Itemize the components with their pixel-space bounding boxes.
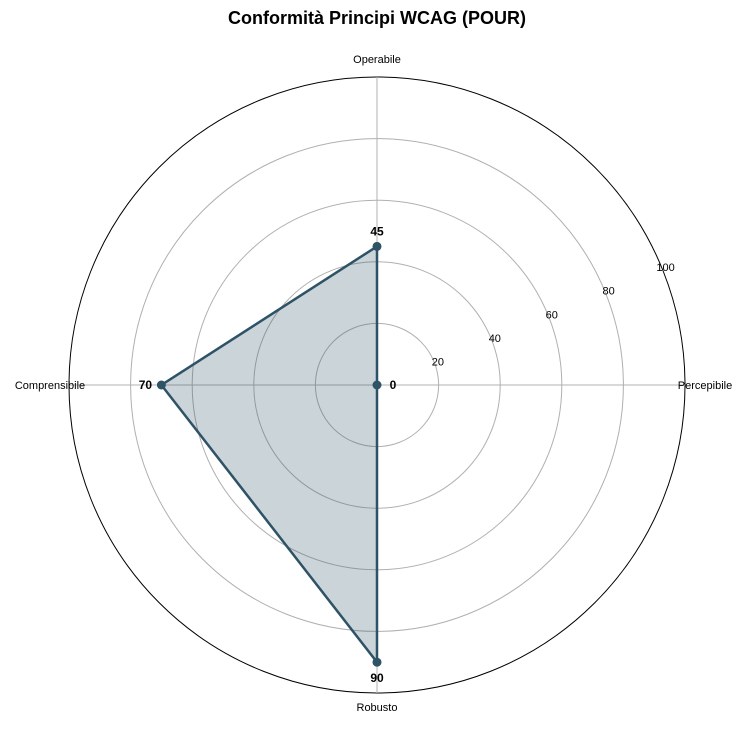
r-tick-label-20: 20 — [432, 356, 444, 368]
data-point-percepibile — [372, 380, 382, 390]
axis-label-robusto: Robusto — [357, 702, 398, 714]
data-label-percepibile: 0 — [390, 378, 397, 392]
axis-label-percepibile: Percepibile — [678, 380, 732, 392]
axis-label-comprensibile: Comprensibile — [15, 380, 85, 392]
axis-label-operabile: Operabile — [353, 54, 401, 66]
data-label-robusto: 90 — [370, 671, 384, 685]
series-layer — [156, 241, 382, 667]
r-tick-label-40: 40 — [489, 333, 501, 345]
r-tick-label-100: 100 — [656, 262, 674, 274]
data-point-robusto — [372, 657, 382, 667]
label-layer: 20 40 60 80 100 Percepibile Operabile Comprensi… — [15, 54, 732, 714]
data-label-comprensibile: 70 — [139, 378, 153, 392]
r-tick-label-60: 60 — [546, 309, 558, 321]
data-point-operabile — [372, 241, 382, 251]
chart-title: Conformità Principi WCAG (POUR) — [228, 8, 526, 28]
series-area — [161, 246, 377, 663]
r-tick-label-80: 80 — [603, 286, 615, 298]
data-label-operabile: 45 — [370, 224, 384, 238]
data-point-comprensibile — [156, 380, 166, 390]
